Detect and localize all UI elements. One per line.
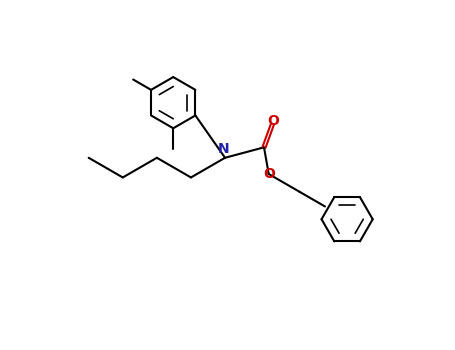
Text: O: O	[263, 167, 275, 181]
Text: N: N	[218, 142, 230, 156]
Text: O: O	[268, 114, 279, 128]
